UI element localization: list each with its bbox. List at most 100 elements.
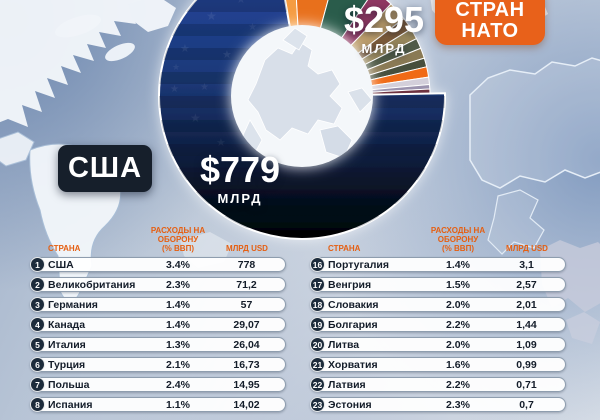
table-row: 6 Турция 2.1% 16,73 (30, 357, 286, 372)
country-name: Италия (48, 338, 86, 351)
header-defense-spending: РАСХОДЫ НА ОБОРОНУ (% ВВП) (430, 226, 486, 253)
spending-usd-bn: 14,95 (233, 378, 260, 391)
table-row: 20 Литва 2.0% 1,09 (310, 337, 566, 352)
country-name: США (48, 258, 74, 271)
table-row: 18 Словакия 2.0% 2,01 (310, 297, 566, 312)
country-name: Канада (48, 318, 86, 331)
defense-pct-gdp: 1.4% (446, 258, 470, 271)
rank-badge: 19 (310, 317, 325, 332)
table-row: 7 Польша 2.4% 14,95 (30, 377, 286, 392)
table-header: СТРАНА РАСХОДЫ НА ОБОРОНУ (% ВВП) МЛРД U… (310, 226, 566, 253)
spending-usd-bn: 2,01 (516, 298, 537, 311)
svg-text:★: ★ (222, 49, 232, 61)
table-row: 21 Хорватия 1.6% 0,99 (310, 357, 566, 372)
defense-pct-gdp: 2.3% (166, 278, 190, 291)
country-name: Польша (48, 378, 90, 391)
svg-text:★: ★ (170, 84, 179, 95)
defense-pct-gdp: 1.4% (166, 298, 190, 311)
rank-badge: 8 (30, 397, 45, 412)
rank-badge: 22 (310, 377, 325, 392)
spending-usd-bn: 778 (237, 258, 256, 271)
svg-text:★: ★ (180, 43, 190, 55)
spending-usd-bn: 16,73 (233, 358, 260, 371)
nato-label-line2: НАТО (461, 20, 519, 42)
svg-text:★: ★ (200, 82, 209, 93)
defense-pct-gdp: 2.1% (166, 358, 190, 371)
usa-label: США (67, 152, 143, 184)
spending-usd-bn: 29,07 (233, 318, 260, 331)
spending-usd-bn: 71,2 (236, 278, 257, 291)
svg-text:★: ★ (248, 22, 257, 33)
defense-pct-gdp: 2.0% (446, 298, 470, 311)
table-row: 16 Португалия 1.4% 3,1 (310, 257, 566, 272)
table-row: 1 США 3.4% 778 (30, 257, 286, 272)
svg-text:★: ★ (216, 137, 226, 149)
rank-badge: 17 (310, 277, 325, 292)
defense-pct-gdp: 1.4% (166, 318, 190, 331)
defense-pct-gdp: 1.1% (166, 398, 190, 411)
nato-value-unit: МЛРД (361, 41, 407, 56)
defense-pct-gdp: 1.5% (446, 278, 470, 291)
spending-usd-bn: 0,99 (516, 358, 537, 371)
svg-text:★: ★ (172, 62, 180, 72)
table-row: 8 Испания 1.1% 14,02 (30, 397, 286, 412)
defense-pct-gdp: 1.6% (446, 358, 470, 371)
rank-badge: 1 (30, 257, 45, 272)
table-row: 23 Эстония 2.3% 0,7 (310, 397, 566, 412)
table-row: 22 Латвия 2.2% 0,71 (310, 377, 566, 392)
spending-usd-bn: 1,44 (516, 318, 537, 331)
rank-badge: 2 (30, 277, 45, 292)
country-name: Болгария (328, 318, 378, 331)
spending-usd-bn: 0,7 (519, 398, 534, 411)
rank-badge: 21 (310, 357, 325, 372)
country-name: Турция (48, 358, 86, 371)
usa-flag-stars: ★ ★ ★ ★ ★ ★ ★ ★ ★ ★ ★ (170, 0, 272, 149)
country-name: Португалия (328, 258, 389, 271)
rank-badge: 6 (30, 357, 45, 372)
rank-badge: 3 (30, 297, 45, 312)
country-name: Венгрия (328, 278, 372, 291)
usa-value: $779 МЛРД (180, 149, 300, 207)
usa-value-amount: $779 (199, 149, 281, 190)
table-row: 17 Венгрия 1.5% 2,57 (310, 277, 566, 292)
country-name: Эстония (328, 398, 372, 411)
spending-usd-bn: 26,04 (233, 338, 260, 351)
spending-usd-bn: 0,71 (516, 378, 537, 391)
spending-usd-bn: 14,02 (233, 398, 260, 411)
header-country: СТРАНА (48, 244, 81, 253)
svg-text:★: ★ (262, 0, 272, 1)
country-table-right: СТРАНА РАСХОДЫ НА ОБОРОНУ (% ВВП) МЛРД U… (310, 226, 566, 417)
country-name: Великобритания (48, 278, 136, 291)
header-usd: МЛРД USD (226, 244, 268, 253)
country-name: Латвия (328, 378, 366, 391)
svg-text:★: ★ (206, 9, 217, 23)
spending-usd-bn: 57 (240, 298, 253, 311)
table-header: СТРАНА РАСХОДЫ НА ОБОРОНУ (% ВВП) МЛРД U… (30, 226, 286, 253)
rank-badge: 23 (310, 397, 325, 412)
spending-usd-bn: 1,09 (516, 338, 537, 351)
defense-pct-gdp: 2.4% (166, 378, 190, 391)
rank-badge: 4 (30, 317, 45, 332)
table-rows: 16 Португалия 1.4% 3,1 17 Венгрия 1.5% 2… (310, 257, 566, 412)
defense-pct-gdp: 2.3% (446, 398, 470, 411)
spending-usd-bn: 3,1 (519, 258, 534, 271)
rank-badge: 18 (310, 297, 325, 312)
defense-pct-gdp: 2.0% (446, 338, 470, 351)
usa-label-box: США (58, 145, 152, 192)
defense-pct-gdp: 3.4% (166, 258, 190, 271)
header-country: СТРАНА (328, 244, 361, 253)
rank-badge: 16 (310, 257, 325, 272)
defense-pct-gdp: 1.3% (166, 338, 190, 351)
table-row: 2 Великобритания 2.3% 71,2 (30, 277, 286, 292)
nato-label-line1: СТРАН (455, 0, 525, 21)
header-usd: МЛРД USD (506, 244, 548, 253)
country-name: Испания (48, 398, 93, 411)
header-defense-spending: РАСХОДЫ НА ОБОРОНУ (% ВВП) (150, 226, 206, 253)
usa-slice-stripes (159, 0, 445, 239)
nato-label-box: СТРАН НАТО (435, 0, 545, 45)
usa-value-unit: МЛРД (217, 191, 263, 206)
svg-text:★: ★ (236, 0, 246, 6)
country-name: Германия (48, 298, 98, 311)
